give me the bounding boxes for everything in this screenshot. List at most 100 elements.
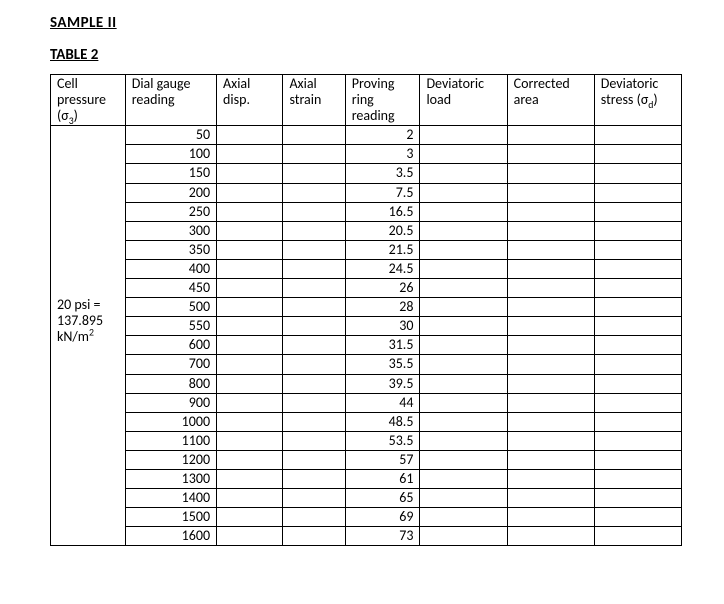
deviatoric-stress-cell [594, 183, 681, 202]
table-row: 130061 [51, 469, 682, 488]
deviatoric-stress-cell [594, 221, 681, 240]
deviatoric-stress-cell [594, 298, 681, 317]
col-dev-load: Deviatoric load [420, 75, 507, 126]
axial-strain-cell [283, 374, 345, 393]
axial-strain-cell [283, 508, 345, 527]
proving-ring-cell: 31.5 [345, 336, 420, 355]
table-row: 120057 [51, 450, 682, 469]
corrected-area-cell [507, 259, 594, 278]
axial-strain-cell [283, 240, 345, 259]
axial-disp-cell [217, 412, 283, 431]
deviatoric-stress-cell [594, 412, 681, 431]
deviatoric-load-cell [420, 240, 507, 259]
col-proving-ring: Proving ring reading [345, 75, 420, 126]
table-row: 45026 [51, 279, 682, 298]
axial-strain-cell [283, 259, 345, 278]
deviatoric-stress-cell [594, 393, 681, 412]
dial-gauge-cell: 1000 [125, 412, 216, 431]
table-header: Cell pressure (σ3) Dial gauge reading Ax… [51, 75, 682, 126]
corrected-area-cell [507, 393, 594, 412]
axial-strain-cell [283, 469, 345, 488]
dial-gauge-cell: 450 [125, 279, 216, 298]
dial-gauge-cell: 1100 [125, 431, 216, 450]
axial-disp-cell [217, 202, 283, 221]
proving-ring-cell: 7.5 [345, 183, 420, 202]
proving-ring-cell: 44 [345, 393, 420, 412]
dial-gauge-cell: 700 [125, 355, 216, 374]
deviatoric-load-cell [420, 431, 507, 450]
axial-disp-cell [217, 126, 283, 145]
table-row: 900 44 [51, 393, 682, 412]
deviatoric-load-cell [420, 126, 507, 145]
table-row: 80039.5 [51, 374, 682, 393]
axial-disp-cell [217, 489, 283, 508]
proving-ring-cell: 24.5 [345, 259, 420, 278]
deviatoric-load-cell [420, 393, 507, 412]
axial-disp-cell [217, 317, 283, 336]
deviatoric-stress-cell [594, 126, 681, 145]
proving-ring-cell: 48.5 [345, 412, 420, 431]
axial-strain-cell [283, 202, 345, 221]
deviatoric-stress-cell [594, 240, 681, 259]
axial-strain-cell [283, 431, 345, 450]
deviatoric-load-cell [420, 469, 507, 488]
axial-strain-cell [283, 126, 345, 145]
deviatoric-load-cell [420, 489, 507, 508]
table-row: 150069 [51, 508, 682, 527]
deviatoric-load-cell [420, 412, 507, 431]
axial-disp-cell [217, 298, 283, 317]
axial-strain-cell [283, 336, 345, 355]
dial-gauge-cell: 50 [125, 126, 216, 145]
table-row: 30020.5 [51, 221, 682, 240]
corrected-area-cell [507, 202, 594, 221]
axial-disp-cell [217, 279, 283, 298]
proving-ring-cell: 35.5 [345, 355, 420, 374]
proving-ring-cell: 69 [345, 508, 420, 527]
deviatoric-stress-cell [594, 202, 681, 221]
table-row: 1000 48.5 [51, 412, 682, 431]
axial-strain-cell [283, 527, 345, 546]
deviatoric-stress-cell [594, 336, 681, 355]
table-row: 55030 [51, 317, 682, 336]
axial-strain-cell [283, 183, 345, 202]
axial-strain-cell [283, 450, 345, 469]
axial-strain-cell [283, 393, 345, 412]
table-row: 110053.5 [51, 431, 682, 450]
deviatoric-load-cell [420, 183, 507, 202]
dial-gauge-cell: 1400 [125, 489, 216, 508]
proving-ring-cell: 20.5 [345, 221, 420, 240]
deviatoric-load-cell [420, 298, 507, 317]
table-row: 140065 [51, 489, 682, 508]
corrected-area-cell [507, 221, 594, 240]
axial-disp-cell [217, 450, 283, 469]
table-row: 1503.5 [51, 164, 682, 183]
deviatoric-load-cell [420, 317, 507, 336]
corrected-area-cell [507, 240, 594, 259]
dial-gauge-cell: 1300 [125, 469, 216, 488]
col-dial-gauge: Dial gauge reading [125, 75, 216, 126]
deviatoric-stress-cell [594, 355, 681, 374]
dial-gauge-cell: 200 [125, 183, 216, 202]
corrected-area-cell [507, 527, 594, 546]
deviatoric-stress-cell [594, 450, 681, 469]
deviatoric-load-cell [420, 336, 507, 355]
deviatoric-stress-cell [594, 469, 681, 488]
dial-gauge-cell: 900 [125, 393, 216, 412]
axial-disp-cell [217, 469, 283, 488]
corrected-area-cell [507, 317, 594, 336]
dial-gauge-cell: 400 [125, 259, 216, 278]
col-cell-pressure: Cell pressure (σ3) [51, 75, 126, 126]
axial-strain-cell [283, 221, 345, 240]
proving-ring-cell: 73 [345, 527, 420, 546]
axial-disp-cell [217, 431, 283, 450]
proving-ring-cell: 30 [345, 317, 420, 336]
deviatoric-load-cell [420, 221, 507, 240]
axial-strain-cell [283, 489, 345, 508]
dial-gauge-cell: 150 [125, 164, 216, 183]
proving-ring-cell: 3 [345, 145, 420, 164]
deviatoric-stress-cell [594, 164, 681, 183]
table-row: 1003 [51, 145, 682, 164]
corrected-area-cell [507, 374, 594, 393]
proving-ring-cell: 16.5 [345, 202, 420, 221]
corrected-area-cell [507, 508, 594, 527]
